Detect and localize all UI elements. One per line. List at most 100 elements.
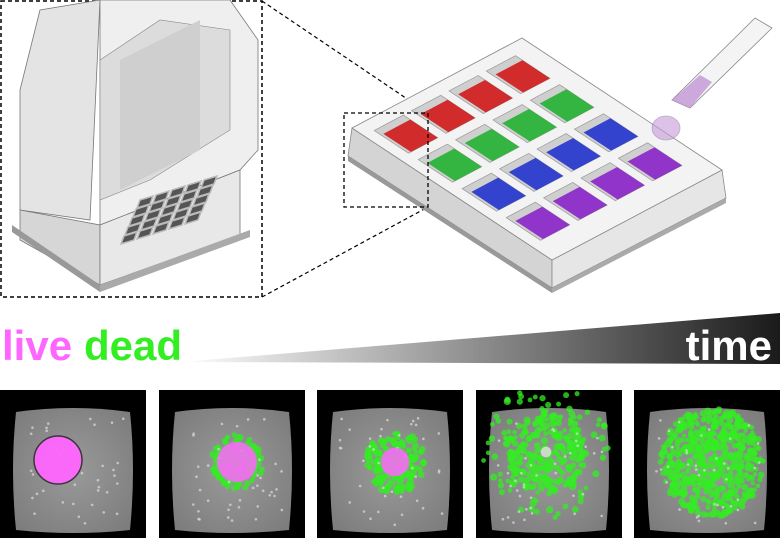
debris	[268, 493, 272, 497]
debris	[753, 521, 757, 525]
dead-cell	[705, 498, 711, 504]
debris	[722, 462, 726, 465]
debris	[694, 468, 698, 471]
well-liquid	[383, 119, 438, 152]
microscopy-panels	[0, 390, 780, 538]
debris	[530, 511, 534, 515]
debris	[192, 434, 195, 437]
dead-cell	[546, 490, 552, 497]
dead-cell	[694, 486, 701, 493]
dead-cell	[590, 431, 598, 439]
debris	[512, 521, 515, 524]
dead-cell	[498, 489, 505, 496]
debris	[369, 517, 372, 521]
debris	[89, 417, 92, 421]
debris	[554, 471, 558, 475]
dead-cell	[405, 447, 412, 454]
debris	[721, 506, 725, 509]
debris	[362, 510, 366, 513]
dead-cell	[224, 435, 230, 440]
time-label: time	[686, 322, 772, 369]
dead-cell	[537, 484, 546, 492]
dead-cell	[693, 419, 699, 426]
dead-cell	[562, 428, 568, 433]
dead-cell	[703, 442, 710, 448]
dead-cell	[516, 398, 523, 405]
dead-cell	[659, 447, 668, 456]
live-spheroid	[33, 435, 83, 485]
debris	[569, 451, 572, 455]
debris	[45, 426, 48, 430]
debris	[421, 506, 425, 510]
debris	[191, 503, 195, 506]
dead-cell	[757, 471, 765, 479]
dead-cell	[571, 414, 577, 420]
pipette-liquid	[672, 75, 712, 108]
dead-cell	[699, 410, 706, 417]
dead-cell	[570, 448, 578, 456]
dead-cell	[562, 483, 568, 488]
live-spheroid	[216, 441, 258, 483]
dead-cell	[530, 452, 537, 460]
dead-cell	[364, 462, 370, 469]
dead-cell	[556, 476, 565, 484]
debris	[724, 521, 728, 525]
dead-cell	[679, 462, 687, 470]
well-wall-left	[19, 0, 101, 221]
debris	[338, 446, 342, 450]
dead-cell	[686, 476, 694, 484]
dead-cell	[691, 414, 697, 421]
dead-cell	[672, 431, 679, 438]
debris	[105, 490, 109, 494]
debris	[246, 418, 250, 421]
dead-cell	[558, 414, 564, 419]
debris	[348, 428, 351, 431]
debris	[275, 488, 278, 491]
debris	[666, 465, 670, 468]
debris	[227, 508, 230, 512]
dead-cell	[717, 418, 725, 427]
dead-cell	[503, 441, 511, 448]
dead-cell	[712, 452, 718, 458]
dead-cell	[485, 440, 491, 446]
dead-cell	[684, 437, 690, 443]
debris	[535, 474, 538, 477]
debris	[703, 468, 706, 472]
dead-cell	[709, 437, 717, 444]
microwell-grid	[119, 174, 219, 246]
dead-cell	[544, 417, 550, 423]
dead-cell	[750, 430, 755, 435]
dead-cell	[592, 470, 600, 478]
dead-cell	[497, 478, 503, 483]
dead-cell	[257, 454, 265, 462]
microscopy-panel	[317, 390, 463, 538]
well-liquid	[508, 157, 564, 191]
dead-cell	[568, 418, 574, 424]
microwell	[183, 210, 203, 226]
dead-cell	[680, 421, 685, 426]
dead-cell	[709, 457, 714, 462]
debris	[393, 523, 397, 527]
debris	[31, 473, 35, 476]
dead-cell	[747, 474, 753, 480]
well-plate	[347, 37, 727, 293]
well-liquid	[552, 186, 608, 220]
dead-cell	[526, 476, 532, 482]
dead-cell	[694, 509, 701, 516]
debris	[572, 494, 575, 498]
dead-cell	[714, 460, 720, 466]
dead-cell	[720, 436, 728, 445]
dead-cell	[222, 439, 229, 446]
dead-cell	[377, 479, 384, 487]
debris	[437, 432, 441, 435]
dead-cell	[708, 488, 714, 495]
well-liquid	[458, 80, 513, 113]
dead-cell	[741, 472, 748, 479]
dead-cell	[552, 487, 559, 493]
debris	[655, 469, 658, 473]
dead-cell	[516, 459, 523, 466]
dead-cell	[553, 421, 558, 427]
debris	[31, 496, 34, 500]
debris	[657, 437, 661, 440]
dead-cell	[580, 436, 587, 443]
